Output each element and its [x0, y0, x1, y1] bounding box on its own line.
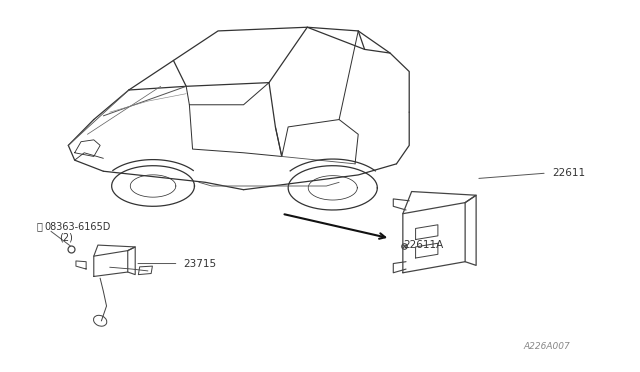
Text: (2): (2): [59, 233, 72, 243]
Text: A226A007: A226A007: [524, 342, 571, 351]
Text: Ⓢ: Ⓢ: [36, 221, 42, 231]
Text: 22611A: 22611A: [403, 240, 443, 250]
Text: 23715: 23715: [183, 259, 216, 269]
Text: 08363-6165D: 08363-6165D: [45, 222, 111, 232]
Text: 22611: 22611: [552, 168, 586, 178]
